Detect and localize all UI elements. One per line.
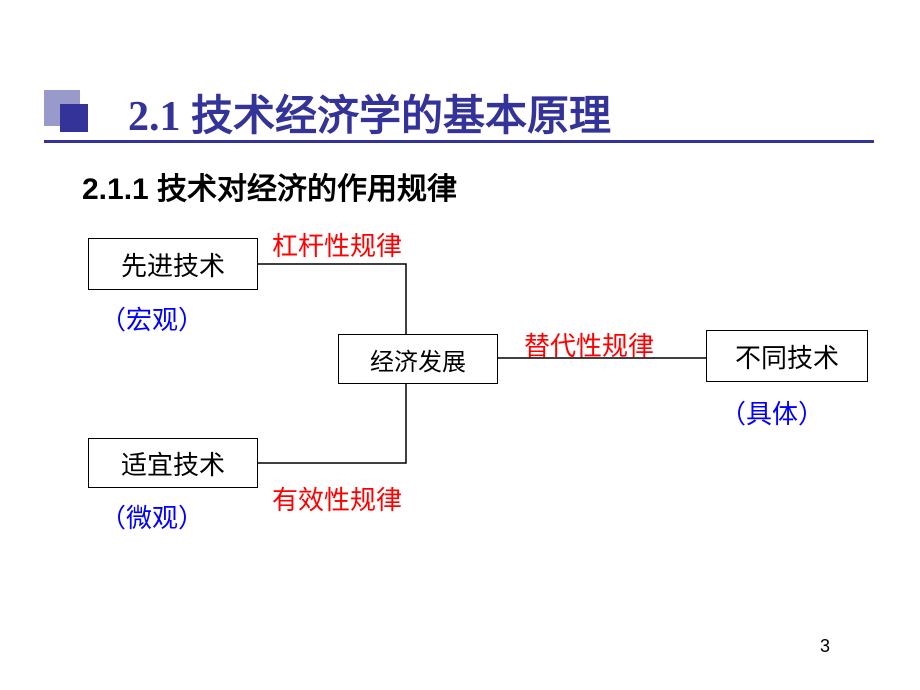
label-macro: （宏观） [100, 300, 204, 337]
node-suitable-tech: 适宜技术 [88, 438, 258, 488]
node-diff-tech: 不同技术 [706, 330, 868, 382]
label-sub: 替代性规律 [524, 326, 654, 363]
bullet-inner-icon [60, 104, 88, 132]
node-economic-dev: 经济发展 [338, 334, 498, 384]
bullet-outer-icon [44, 90, 80, 126]
label-lever: 杠杆性规律 [272, 226, 402, 263]
node-advanced-tech: 先进技术 [88, 238, 258, 290]
title-bullet [44, 90, 90, 126]
label-concrete: （具体） [720, 394, 824, 431]
subtitle: 2.1.1 技术对经济的作用规律 [82, 164, 457, 208]
label-micro: （微观） [100, 498, 204, 535]
title-underline [44, 140, 874, 143]
label-effect: 有效性规律 [272, 480, 402, 517]
main-title: 2.1 技术经济学的基本原理 [128, 82, 611, 143]
page-number: 3 [820, 636, 830, 657]
